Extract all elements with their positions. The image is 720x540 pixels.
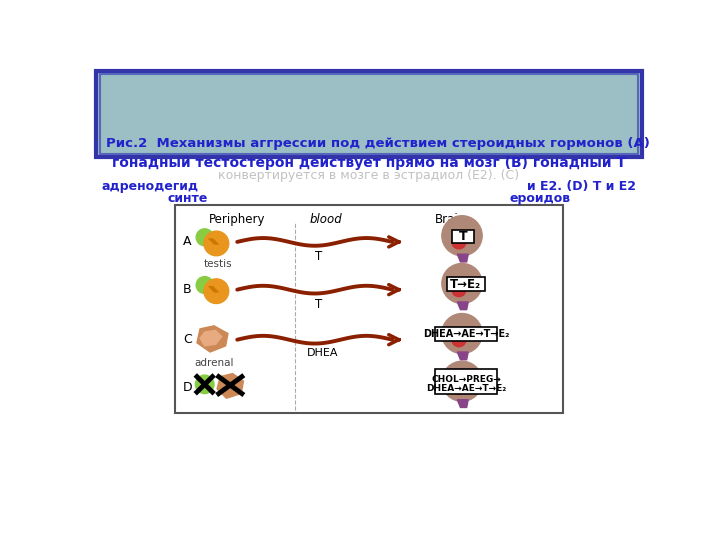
FancyBboxPatch shape	[96, 71, 642, 157]
Text: CHOL→PREG→: CHOL→PREG→	[431, 375, 500, 384]
Circle shape	[442, 264, 482, 303]
Text: DHEA: DHEA	[307, 348, 338, 358]
Circle shape	[442, 215, 482, 256]
Bar	[446, 278, 485, 291]
Text: гонадный тестостерон действует прямо на мозг (В) гонадный Т: гонадный тестостерон действует прямо на …	[112, 156, 626, 170]
Text: синте: синте	[168, 192, 208, 205]
Bar	[435, 327, 497, 341]
Text: C: C	[183, 333, 192, 346]
Text: DHEA→AE→T→E₂: DHEA→AE→T→E₂	[423, 329, 509, 339]
Text: T: T	[459, 230, 467, 243]
Circle shape	[204, 279, 229, 303]
Text: blood: blood	[310, 213, 343, 226]
Text: adrenal: adrenal	[194, 358, 234, 368]
Polygon shape	[457, 352, 468, 360]
Text: и Е2. (D) Т и Е2: и Е2. (D) Т и Е2	[527, 180, 636, 193]
Text: Periphery: Periphery	[209, 213, 266, 226]
Circle shape	[442, 361, 482, 401]
Text: Brain: Brain	[435, 213, 466, 226]
Bar	[452, 230, 474, 244]
Text: T→E₂: T→E₂	[450, 278, 482, 291]
Text: Рис.2  Механизмы аггрессии под действием стероидных гормонов (А): Рис.2 Механизмы аггрессии под действием …	[106, 137, 649, 150]
Text: B: B	[183, 283, 192, 296]
Circle shape	[196, 276, 213, 294]
Circle shape	[452, 380, 466, 394]
Circle shape	[195, 375, 214, 394]
Polygon shape	[457, 254, 468, 262]
Text: конвертируется в мозге в эстрадиол (Е2). (С): конвертируется в мозге в эстрадиол (Е2).…	[218, 169, 520, 182]
Circle shape	[196, 229, 213, 246]
Circle shape	[452, 282, 466, 296]
Circle shape	[442, 314, 482, 354]
Bar	[175, 205, 563, 413]
Text: адренодегид: адренодегид	[102, 180, 199, 193]
Text: D: D	[183, 381, 193, 394]
Polygon shape	[200, 330, 222, 346]
Bar	[435, 369, 497, 394]
Circle shape	[452, 235, 466, 249]
Text: ероидов: ероидов	[510, 192, 570, 205]
Polygon shape	[197, 326, 228, 352]
Circle shape	[204, 231, 229, 256]
Circle shape	[452, 333, 466, 347]
Text: A: A	[183, 235, 192, 248]
Text: testis: testis	[204, 259, 232, 269]
Polygon shape	[457, 302, 468, 309]
Text: T: T	[315, 251, 323, 264]
Text: T: T	[315, 298, 323, 311]
Polygon shape	[217, 374, 243, 398]
Text: DHEA→AE→T→E₂: DHEA→AE→T→E₂	[426, 384, 506, 394]
Polygon shape	[457, 400, 468, 408]
